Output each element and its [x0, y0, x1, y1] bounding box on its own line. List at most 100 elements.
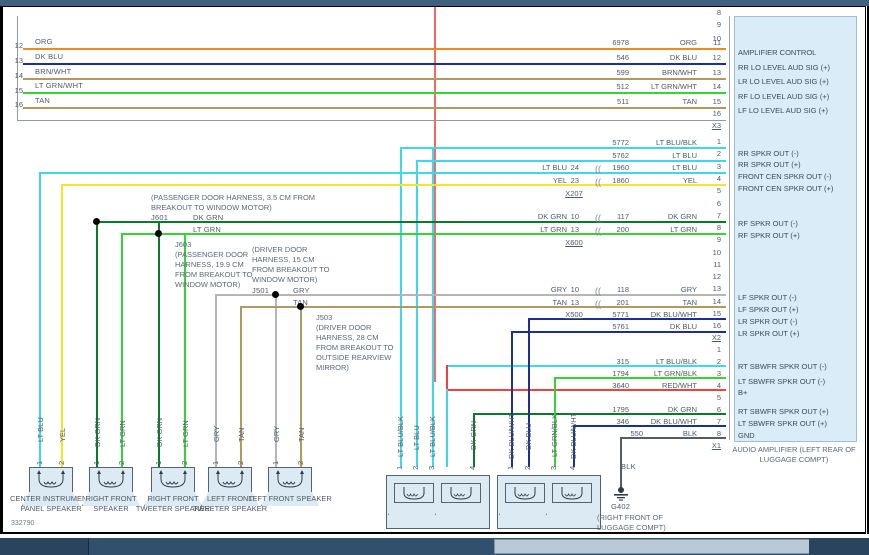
x500-pin-10: 10: [570, 285, 579, 294]
x1-circuit-3640: 3640: [612, 381, 629, 390]
scroll-thumb[interactable]: [494, 539, 869, 554]
amp-fn-rt-sbwfr-neg: RT SBWFR SPKR OUT (-): [738, 362, 827, 371]
x2-color-dkgrn-7: DK GRN: [667, 212, 697, 221]
x207-connector-name: X207: [565, 189, 583, 198]
x1-circuit-315: 315: [616, 357, 629, 366]
amp-fn-rr-spkr-neg: RR SPKR OUT (-): [738, 149, 799, 158]
x500-color-gry: GRY: [550, 285, 567, 294]
wire-315-ltblublk: [446, 365, 726, 367]
rr-driver-1-coil-icon: [403, 487, 425, 500]
spk1-pin-2: 2: [57, 460, 66, 465]
route-117-dkgrn-branch-top: [96, 221, 160, 223]
lr-pin-1: 1: [506, 465, 515, 470]
x500-brace-lower: ((: [595, 299, 601, 309]
splice-color-j501-gry: GRY: [293, 286, 310, 295]
wire-118-gry: [543, 294, 726, 296]
x1-color-ltblublk: LT BLU/BLK: [656, 357, 697, 366]
route-5762-down: [416, 160, 418, 467]
route-118-gry-down: [215, 294, 217, 467]
window-right-edge: [865, 6, 869, 534]
x2-color-tan-14: TAN: [682, 298, 697, 307]
audio-amplifier-box: [734, 16, 857, 442]
x3-pin-13: 13: [712, 68, 721, 77]
splice-note-j601: (PASSENGER DOOR HARNESS, 3.5 CM FROM BRE…: [151, 193, 316, 212]
x2-circuit-5762: 5762: [612, 151, 629, 160]
vlabel-rr-p3: LT BLU/BLK: [428, 416, 437, 457]
amp-connector-spine: [729, 16, 730, 440]
speaker-coil-icon: [97, 470, 125, 488]
spk1-pin-1: 1: [35, 460, 44, 465]
wire-dkblu-top: [23, 63, 726, 65]
x2-pin-15: 15: [712, 309, 721, 318]
route-346-down: [573, 425, 575, 467]
x3-pin-15: 15: [712, 97, 721, 106]
amp-fn-bplus: B+: [738, 388, 748, 397]
rr-pin-3: 3: [427, 465, 436, 470]
x3-color-org: ORG: [679, 38, 697, 47]
amp-fn-rf-lo-level: RF LO LEVEL AUD SIG (+): [738, 92, 830, 101]
vlabel-ltblu-center: LT BLU: [36, 417, 45, 442]
red-reference-line: [434, 7, 436, 382]
amp-fn-rf-spkr-pos: RF SPKR OUT (+): [738, 231, 800, 240]
window-topbar: [0, 0, 869, 6]
x207-color-ltblu: LT BLU: [542, 163, 567, 172]
route-1860-yel-left: [61, 184, 545, 186]
spk5-pin-1: 1: [271, 460, 280, 465]
scroll-left-region[interactable]: [0, 538, 89, 555]
top-left-box-bottom-divider: [17, 120, 726, 121]
x2-pin-6: 6: [716, 199, 721, 208]
speaker-coil-icon: [37, 470, 65, 488]
amp-fn-amplifier-control: AMPLIFIER CONTROL: [738, 48, 817, 57]
left-wire-label-ltgrnwht: LT GRN/WHT: [35, 81, 83, 90]
x1-color-ltgrnblk: LT GRN/BLK: [653, 369, 697, 378]
amp-fn-lt-sbwfr-pos: LT SBWFR SPKR OUT (+): [738, 419, 827, 428]
amp-fn-lf-spkr-neg: LF SPKR OUT (-): [738, 293, 797, 302]
x2-pin-7: 7: [716, 211, 721, 220]
ground-note: (RIGHT FRONT OF LUGGAGE COMPT): [597, 513, 666, 532]
x2-circuit-117: 117: [617, 212, 629, 221]
wire-346-dkbluwht: [573, 425, 726, 427]
x1-color-blk: BLK: [682, 429, 697, 438]
x2-circuit-201: 201: [616, 298, 629, 307]
horizontal-scrollbar[interactable]: [0, 538, 869, 555]
route-1794-down: [554, 377, 556, 467]
amp-fn-rr-spkr-pos: RR SPKR OUT (+): [738, 160, 801, 169]
x500-pin-13: 13: [570, 298, 579, 307]
wire-org: [23, 48, 726, 50]
route-117-dkgrn-down: [96, 221, 98, 467]
x3-pin-12: 12: [712, 53, 721, 62]
speaker-label-left-rear: LEFT REAR SPEAKER: [497, 533, 601, 534]
amplifier-title: AUDIO AMPLIFIER (LEFT REAR OF LUGGAGE CO…: [732, 445, 856, 464]
wire-5762-ltblu: [416, 160, 726, 162]
speaker-coil-icon: [159, 470, 187, 488]
x2-color-ltgrn-8: LT GRN: [670, 225, 697, 234]
wire-1795-dkgrn: [473, 413, 726, 415]
amp-fn-lr-spkr-pos: LR SPKR OUT (+): [738, 329, 800, 338]
wire-1794-ltgrnblk: [554, 377, 726, 379]
amp-fn-lr-lo-level: LR LO LEVEL AUD SIG (+): [738, 77, 829, 86]
left-wire-label-tan: TAN: [35, 96, 51, 105]
left-pin-12: 12: [14, 41, 23, 50]
route-118-gry-branch: [275, 294, 277, 467]
x1-color-dkbluwht: DK BLU/WHT: [650, 417, 697, 426]
x3-circuit-511: 511: [617, 97, 629, 106]
x2-pin-1: 1: [716, 137, 721, 146]
wire-550-blk: [620, 437, 726, 439]
x2-color-dkblu-16: DK BLU: [669, 322, 697, 331]
diagram-canvas: 12 13 14 15 16 ORG DK BLU BRN/WHT LT GRN…: [0, 6, 869, 534]
lr-pin-3: 3: [549, 465, 558, 470]
scroll-right-region[interactable]: [809, 538, 869, 555]
ground-wire-label-blk: BLK: [621, 462, 636, 471]
x2-pin-14: 14: [712, 297, 721, 306]
vlabel-dkgrn-rf: DK GRN: [93, 417, 102, 447]
x207-color-yel: YEL: [552, 176, 567, 185]
left-pin-16: 16: [14, 100, 23, 109]
x1-pin-7: 7: [716, 417, 721, 426]
vlabel-yel-center: YEL: [58, 427, 67, 442]
vlabel-gry-lftw: GRY: [212, 425, 221, 442]
x2-pin-2: 2: [716, 149, 721, 158]
left-pin-14: 14: [14, 71, 23, 80]
x2-pin-4: 4: [716, 174, 721, 183]
x500-connector-name: X500: [565, 310, 583, 319]
